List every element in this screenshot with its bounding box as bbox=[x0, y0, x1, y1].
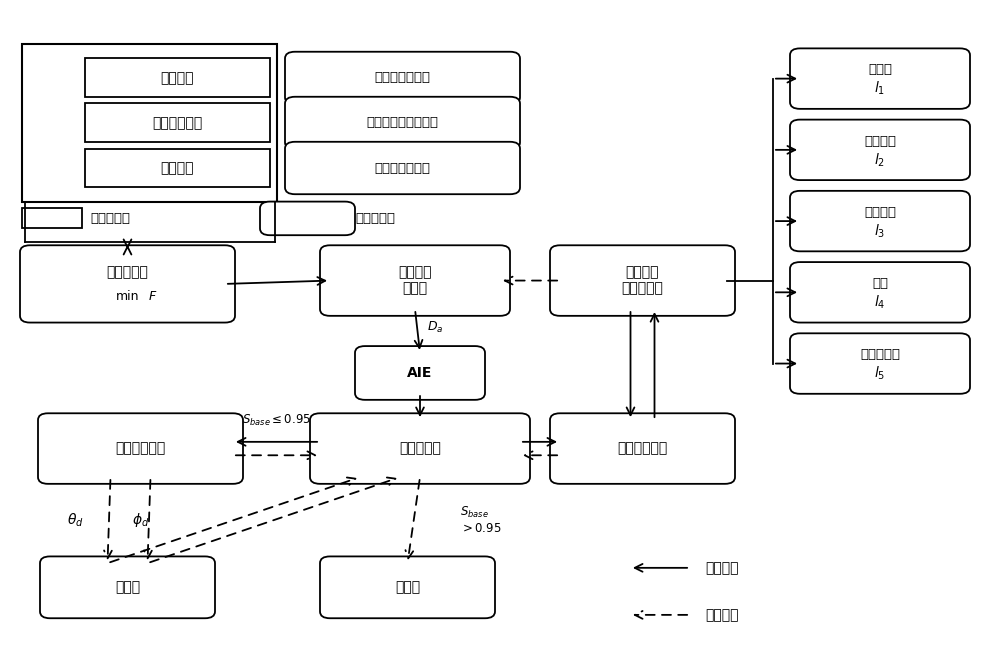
Text: 模型数据库: 模型数据库 bbox=[399, 442, 441, 456]
Text: 熔体输送运行控制器: 熔体输送运行控制器 bbox=[366, 116, 438, 130]
Text: 服务提供者: 服务提供者 bbox=[355, 212, 395, 225]
FancyBboxPatch shape bbox=[320, 556, 495, 618]
Text: $D_a$: $D_a$ bbox=[427, 320, 443, 335]
FancyBboxPatch shape bbox=[790, 333, 970, 394]
FancyBboxPatch shape bbox=[85, 58, 270, 97]
Text: $l_2$: $l_2$ bbox=[874, 151, 886, 169]
FancyBboxPatch shape bbox=[38, 413, 243, 484]
FancyBboxPatch shape bbox=[85, 149, 270, 187]
Text: 断裂强度: 断裂强度 bbox=[864, 134, 896, 148]
FancyBboxPatch shape bbox=[285, 52, 520, 104]
FancyBboxPatch shape bbox=[22, 208, 82, 228]
Text: F: F bbox=[149, 290, 156, 302]
FancyBboxPatch shape bbox=[285, 142, 520, 194]
Text: 主模型数据库: 主模型数据库 bbox=[617, 442, 668, 456]
FancyBboxPatch shape bbox=[260, 202, 355, 235]
Text: $l_3$: $l_3$ bbox=[874, 222, 886, 240]
FancyBboxPatch shape bbox=[320, 245, 510, 316]
FancyBboxPatch shape bbox=[790, 48, 970, 109]
FancyBboxPatch shape bbox=[790, 120, 970, 180]
Text: 产品开发: 产品开发 bbox=[705, 608, 738, 622]
Text: 总服务成本: 总服务成本 bbox=[107, 265, 148, 279]
Text: $l_4$: $l_4$ bbox=[874, 294, 886, 311]
Text: 线密度: 线密度 bbox=[868, 63, 892, 77]
FancyBboxPatch shape bbox=[790, 191, 970, 251]
Text: $l_1$: $l_1$ bbox=[874, 80, 886, 97]
Text: 纺丝过程: 纺丝过程 bbox=[161, 161, 194, 175]
FancyBboxPatch shape bbox=[22, 44, 277, 202]
FancyBboxPatch shape bbox=[285, 97, 520, 149]
Text: $l_5$: $l_5$ bbox=[874, 365, 886, 382]
Text: 聚合过程: 聚合过程 bbox=[161, 71, 194, 85]
FancyBboxPatch shape bbox=[85, 103, 270, 142]
Text: $S_{base}$
$>0.95$: $S_{base}$ $>0.95$ bbox=[460, 505, 501, 535]
Text: 应力: 应力 bbox=[872, 277, 888, 290]
FancyBboxPatch shape bbox=[550, 245, 735, 316]
Text: 断裂伸长: 断裂伸长 bbox=[864, 206, 896, 219]
Text: 按需生产: 按需生产 bbox=[705, 561, 738, 575]
FancyBboxPatch shape bbox=[20, 245, 235, 323]
Text: 新抗原: 新抗原 bbox=[115, 581, 140, 594]
Text: 聚合运行控制器: 聚合运行控制器 bbox=[374, 71, 430, 85]
Text: 误差在线补偿: 误差在线补偿 bbox=[115, 442, 166, 456]
Text: $S_{base}\leq 0.95$: $S_{base}\leq 0.95$ bbox=[242, 413, 311, 429]
Text: $\theta_d$: $\theta_d$ bbox=[67, 511, 84, 529]
Text: 初始抗原
数据库: 初始抗原 数据库 bbox=[398, 265, 432, 296]
Text: min: min bbox=[116, 290, 139, 302]
Text: 熔体输送过程: 熔体输送过程 bbox=[152, 116, 203, 130]
Text: AIE: AIE bbox=[407, 366, 433, 380]
Text: 条干不匀率: 条干不匀率 bbox=[860, 348, 900, 362]
Text: 纺丝运行控制器: 纺丝运行控制器 bbox=[374, 161, 430, 175]
FancyBboxPatch shape bbox=[790, 262, 970, 323]
FancyBboxPatch shape bbox=[40, 556, 215, 618]
FancyBboxPatch shape bbox=[310, 413, 530, 484]
Text: 最优解: 最优解 bbox=[395, 581, 420, 594]
FancyBboxPatch shape bbox=[550, 413, 735, 484]
FancyBboxPatch shape bbox=[355, 346, 485, 400]
Text: 服务请求者: 服务请求者 bbox=[90, 212, 130, 225]
Text: $\phi_d$: $\phi_d$ bbox=[132, 511, 149, 529]
Text: 二次检索
抗原数据库: 二次检索 抗原数据库 bbox=[622, 265, 663, 296]
